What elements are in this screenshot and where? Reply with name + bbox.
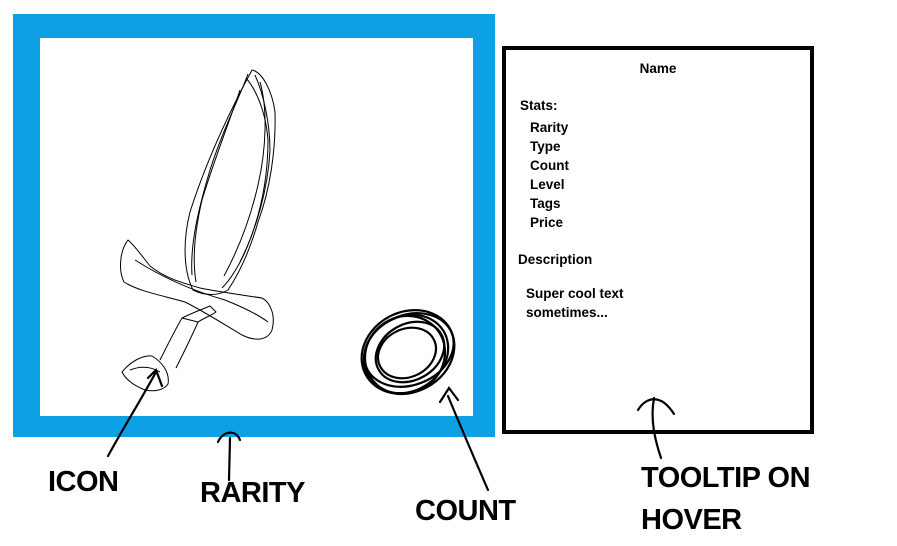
icon-annotation: ICON (48, 466, 119, 498)
tooltip-panel: Name Stats: Rarity Type Count Level Tags… (502, 46, 814, 434)
tooltip-stat-type: Type (530, 139, 561, 154)
rarity-arrow (216, 431, 242, 482)
tooltip-description-header: Description (518, 252, 593, 267)
tooltip-annotation-line1: TOOLTIP ON (641, 462, 811, 494)
tooltip-stat-price: Price (530, 215, 564, 230)
count-circle-icon (360, 309, 456, 396)
tooltip-stat-level: Level (530, 177, 565, 192)
count-annotation: COUNT (415, 495, 516, 527)
tooltip-arrow (636, 396, 676, 460)
tooltip-stats-header: Stats: (520, 98, 558, 113)
tooltip-name: Name (639, 61, 677, 76)
tooltip-annotation-line2: HOVER (641, 504, 742, 536)
tooltip-description-line: sometimes... (526, 305, 608, 320)
icon-arrow (106, 368, 164, 458)
tooltip-stat-tags: Tags (530, 196, 561, 211)
count-arrow (438, 386, 490, 492)
tooltip-description: Super cool text sometimes... (526, 284, 786, 322)
rarity-annotation: RARITY (200, 477, 305, 509)
sword-icon (120, 69, 276, 392)
tooltip-description-line: Super cool text (526, 286, 624, 301)
tooltip-stat-count: Count (530, 158, 569, 173)
tooltip-stat-rarity: Rarity (530, 120, 569, 135)
